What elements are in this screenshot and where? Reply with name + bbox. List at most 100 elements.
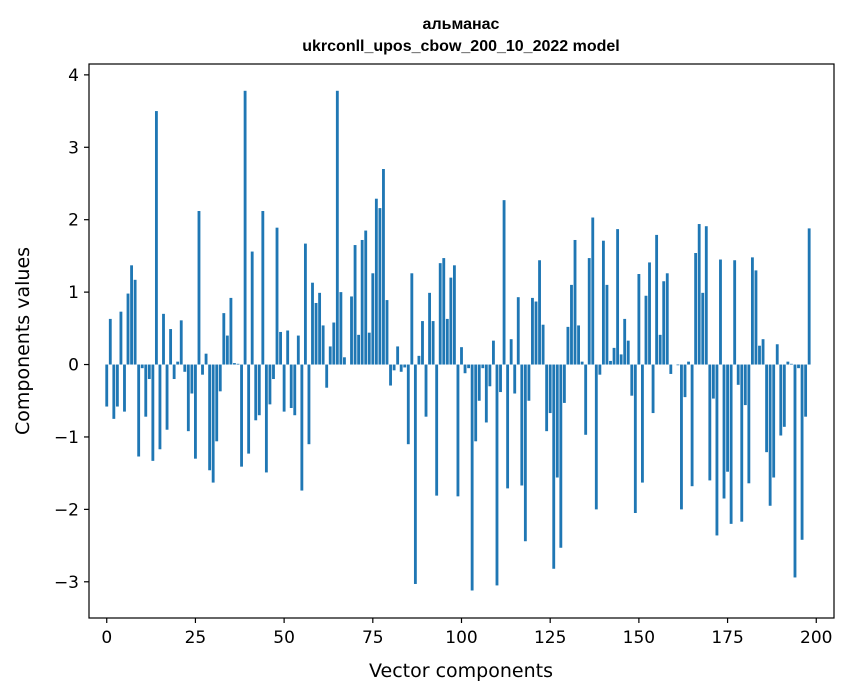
bar-59: [314, 302, 318, 365]
bar-171: [711, 364, 715, 399]
bar-183: [754, 270, 758, 365]
bar-34: [225, 335, 229, 365]
y-tick-label: 1: [68, 283, 79, 303]
bar-112: [502, 200, 506, 365]
bar-76: [374, 198, 378, 365]
y-tick-label: 4: [68, 66, 79, 86]
bar-78: [382, 169, 385, 365]
x-axis-ticks: 0 25 50 75 100 125 150 175 200: [101, 618, 832, 648]
bar-176: [729, 364, 733, 524]
bar-32: [218, 364, 222, 392]
bar-123: [541, 324, 545, 365]
bar-101: [463, 364, 467, 374]
bar-3: [115, 364, 119, 407]
bar-132: [573, 239, 577, 365]
bar-67: [343, 357, 346, 365]
bar-23: [186, 364, 190, 432]
bar-113: [506, 364, 510, 489]
bar-118: [523, 364, 527, 542]
bar-147: [626, 340, 630, 365]
bar-85: [406, 364, 410, 445]
bar-193: [790, 363, 793, 365]
x-tick-label: 125: [534, 628, 566, 648]
bar-151: [641, 364, 644, 483]
bar-77: [378, 208, 382, 365]
bar-20: [176, 361, 180, 365]
bar-125: [548, 364, 552, 414]
bar-4: [119, 311, 123, 365]
bar-110: [495, 364, 499, 586]
y-tick-label: 3: [68, 138, 79, 158]
bar-133: [577, 325, 580, 365]
x-tick-label: 0: [101, 628, 112, 648]
bar-124: [545, 364, 549, 432]
bar-135: [584, 364, 588, 435]
bar-111: [499, 364, 502, 393]
bar-104: [474, 364, 478, 442]
bar-180: [743, 364, 747, 406]
bar-61: [321, 325, 325, 365]
bar-45: [264, 364, 268, 473]
bar-106: [481, 364, 485, 369]
bar-0: [105, 364, 109, 407]
bar-81: [392, 364, 396, 371]
y-tick-label: 0: [68, 356, 79, 376]
bar-103: [470, 364, 474, 591]
y-tick-label: 2: [68, 211, 79, 231]
bar-148: [630, 364, 634, 396]
bar-24: [190, 364, 194, 394]
bar-99: [456, 364, 460, 497]
x-axis-label: Vector components: [369, 660, 553, 682]
y-tick-label: −2: [54, 500, 79, 520]
bar-134: [580, 361, 584, 365]
bars-group: [105, 90, 811, 591]
bar-95: [442, 258, 446, 365]
chart-title-line1: альманас: [423, 16, 500, 33]
bar-131: [570, 284, 573, 365]
bar-89: [421, 321, 424, 365]
bar-87: [413, 364, 417, 584]
bar-21: [179, 320, 183, 365]
bar-170: [708, 364, 712, 481]
bar-164: [687, 361, 690, 365]
bar-27: [201, 364, 204, 375]
bar-6: [126, 293, 130, 365]
bar-71: [357, 334, 361, 365]
bar-192: [786, 361, 790, 365]
bar-19: [172, 364, 176, 380]
bar-50: [282, 364, 286, 412]
bar-157: [662, 281, 666, 365]
bar-195: [797, 364, 800, 369]
bar-116: [516, 297, 520, 365]
bar-128: [559, 364, 563, 548]
bar-146: [623, 318, 627, 365]
bar-14: [154, 111, 158, 365]
bar-82: [396, 346, 400, 365]
bar-93: [435, 364, 439, 496]
bar-189: [775, 344, 779, 365]
bar-194: [793, 364, 797, 578]
plot-frame: [88, 63, 835, 619]
bar-196: [800, 364, 804, 540]
bar-121: [534, 301, 538, 365]
bar-63: [328, 346, 332, 365]
bar-15: [158, 364, 162, 450]
bar-190: [779, 364, 783, 436]
x-tick-label: 50: [273, 628, 295, 648]
bar-41: [250, 251, 254, 365]
bar-174: [722, 364, 726, 499]
bar-60: [318, 292, 322, 365]
bar-163: [683, 364, 687, 398]
y-tick-label: −3: [54, 573, 79, 593]
bar-53: [293, 364, 297, 416]
bar-156: [658, 334, 662, 365]
x-tick-label: 100: [445, 628, 477, 648]
bar-155: [655, 234, 659, 365]
bar-52: [289, 364, 293, 408]
bar-126: [552, 364, 556, 569]
bar-65: [335, 90, 339, 365]
bar-94: [438, 263, 442, 365]
bar-16: [162, 313, 165, 365]
x-tick-label: 25: [185, 628, 207, 648]
